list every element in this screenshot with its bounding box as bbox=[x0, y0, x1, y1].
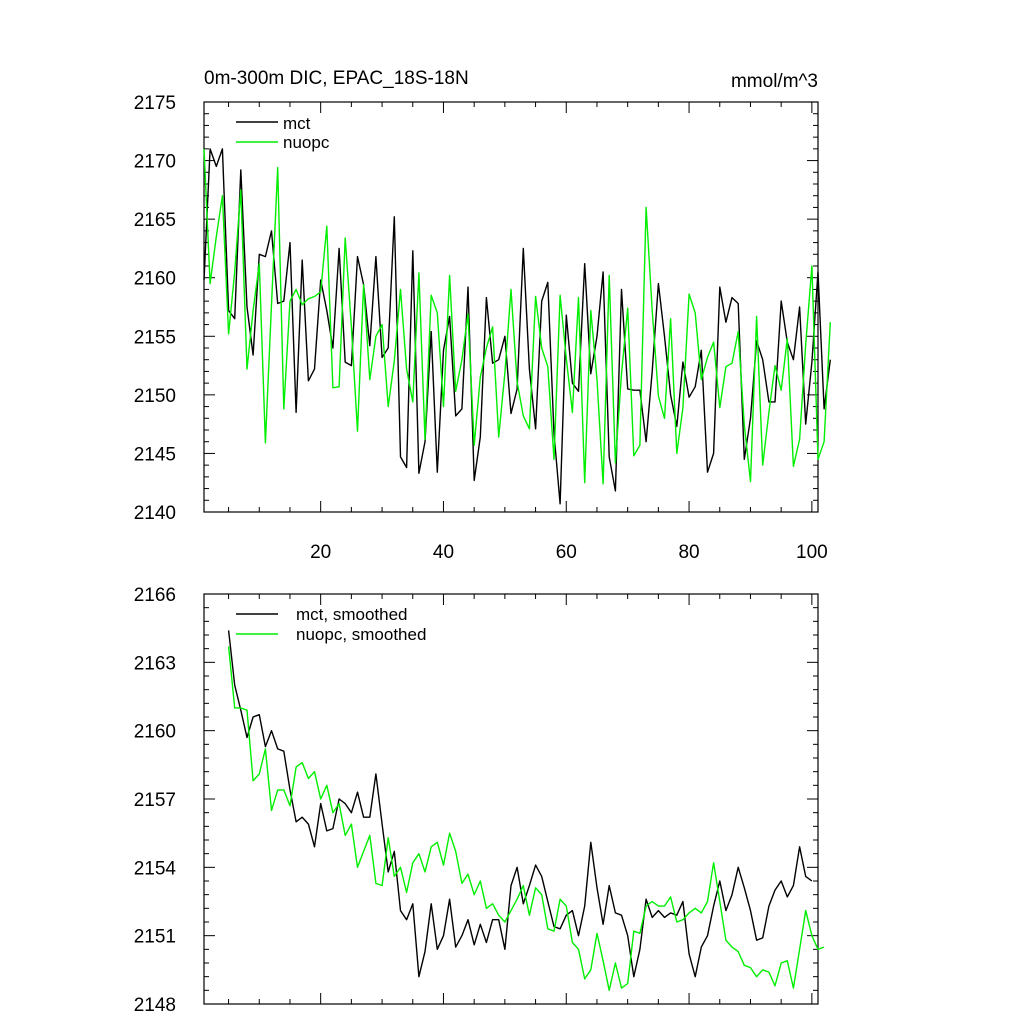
y-tick-label: 2148 bbox=[134, 995, 176, 1016]
y-tick-label: 2155 bbox=[134, 327, 176, 348]
y-axis-labels: 2148 2151 2154 2157 2160 2163 2166 bbox=[134, 585, 177, 1016]
y-tick-label: 2157 bbox=[134, 790, 176, 811]
y-tick-label: 2151 bbox=[134, 927, 176, 948]
legend-label-nuopc: nuopc bbox=[283, 133, 330, 152]
units-label: mmol/m^3 bbox=[731, 71, 818, 92]
series-lines bbox=[227, 630, 825, 991]
panel-bottom: 2148 2151 2154 2157 2160 2163 2166 mct, smooth… bbox=[134, 585, 825, 1016]
y-tick-label: 2140 bbox=[134, 503, 176, 524]
y-tick-label: 2154 bbox=[134, 858, 177, 879]
y-tick-label: 2160 bbox=[134, 722, 176, 743]
series-line-nuopc-smoothed bbox=[227, 646, 825, 991]
series-lines bbox=[203, 148, 831, 505]
y-axis-labels: 2140 2145 2150 2155 2160 2165 2170 2175 bbox=[134, 93, 176, 524]
y-tick-label: 2170 bbox=[134, 152, 176, 173]
legend-label-mct-smoothed: mct, smoothed bbox=[296, 605, 408, 624]
y-tick-label: 2165 bbox=[134, 210, 176, 231]
y-tick-label: 2150 bbox=[134, 386, 176, 407]
legend: mct nuopc bbox=[236, 114, 330, 152]
legend-label-nuopc-smoothed: nuopc, smoothed bbox=[296, 625, 426, 644]
x-tick-label: 80 bbox=[678, 542, 699, 563]
x-axis-labels: 20 40 60 80 100 bbox=[310, 542, 828, 563]
x-tick-label: 60 bbox=[556, 542, 577, 563]
series-line-mct-smoothed bbox=[227, 630, 813, 978]
y-tick-label: 2166 bbox=[134, 585, 176, 606]
x-tick-label: 40 bbox=[433, 542, 454, 563]
x-tick-label: 100 bbox=[796, 542, 828, 563]
series-line-mct bbox=[203, 148, 831, 505]
y-tick-label: 2163 bbox=[134, 653, 176, 674]
series-line-nuopc bbox=[203, 148, 831, 485]
y-tick-label: 2175 bbox=[134, 93, 176, 114]
x-tick-label: 20 bbox=[310, 542, 331, 563]
legend: mct, smoothed nuopc, smoothed bbox=[236, 605, 426, 644]
legend-label-mct: mct bbox=[283, 114, 311, 133]
chart-title: 0m-300m DIC, EPAC_18S-18N bbox=[204, 68, 469, 89]
axis-ticks bbox=[204, 101, 818, 513]
plot-frame bbox=[203, 101, 819, 513]
panel-top: 0m-300m DIC, EPAC_18S-18N mmol/m^3 21402… bbox=[134, 68, 831, 563]
axis-ticks bbox=[204, 593, 818, 1005]
y-tick-label: 2145 bbox=[134, 444, 176, 465]
plot-frame bbox=[203, 593, 819, 1005]
y-tick-label: 2160 bbox=[134, 269, 176, 290]
